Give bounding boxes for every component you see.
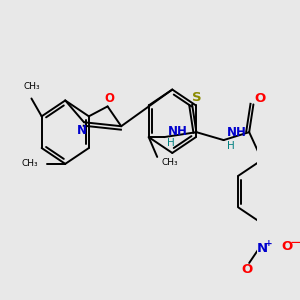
- Text: −: −: [290, 235, 300, 250]
- Text: O: O: [241, 263, 252, 276]
- Text: O: O: [104, 92, 114, 105]
- Text: NH: NH: [227, 126, 247, 139]
- Text: CH₃: CH₃: [21, 159, 38, 168]
- Text: +: +: [265, 238, 273, 247]
- Text: CH₃: CH₃: [161, 158, 178, 167]
- Text: CH₃: CH₃: [23, 82, 40, 91]
- Text: N: N: [77, 124, 87, 137]
- Text: O: O: [255, 92, 266, 105]
- Text: H: H: [167, 138, 175, 148]
- Text: S: S: [192, 91, 202, 104]
- Text: N: N: [256, 242, 268, 255]
- Text: H: H: [227, 141, 235, 151]
- Text: O: O: [282, 240, 293, 253]
- Text: NH: NH: [167, 125, 187, 138]
